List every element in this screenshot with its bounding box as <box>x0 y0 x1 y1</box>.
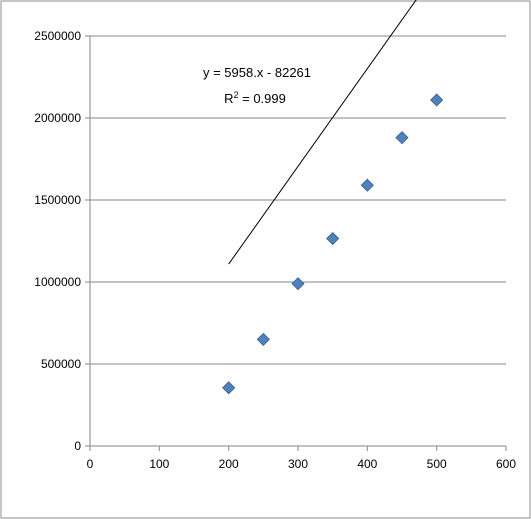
x-tick-label: 0 <box>87 457 94 471</box>
data-points <box>222 93 444 395</box>
trendline-group <box>228 0 417 265</box>
x-tick-label: 200 <box>219 457 239 471</box>
r-squared-superscript: 2 <box>234 90 239 100</box>
y-tick-label: 500000 <box>41 357 81 371</box>
trendline <box>228 0 417 265</box>
y-tick-label: 1500000 <box>34 193 81 207</box>
data-point <box>291 277 305 291</box>
x-tick-label: 500 <box>427 457 447 471</box>
data-point <box>256 332 270 346</box>
tick-labels: 0 500000 1000000 1500000 2000000 2500000 0 100 2… <box>34 29 516 471</box>
x-tick-label: 600 <box>496 457 516 471</box>
y-tick-label: 2000000 <box>34 111 81 125</box>
r-squared-label: R2 = 0.999 <box>224 90 286 106</box>
r-squared-value: = 0.999 <box>239 91 286 106</box>
axes <box>85 35 507 451</box>
y-tick-label: 2500000 <box>34 29 81 43</box>
x-tick-label: 300 <box>288 457 308 471</box>
data-point <box>360 178 374 192</box>
r-squared-prefix: R <box>224 91 233 106</box>
data-point <box>326 231 340 246</box>
y-tick-label: 0 <box>74 439 81 453</box>
y-tick-label: 1000000 <box>34 275 81 289</box>
data-point <box>222 381 236 395</box>
x-tick-label: 100 <box>149 457 169 471</box>
trendline-equation: y = 5958.x - 82261 <box>203 65 311 80</box>
data-point <box>395 131 409 145</box>
x-tick-label: 400 <box>357 457 377 471</box>
data-point <box>430 93 444 107</box>
